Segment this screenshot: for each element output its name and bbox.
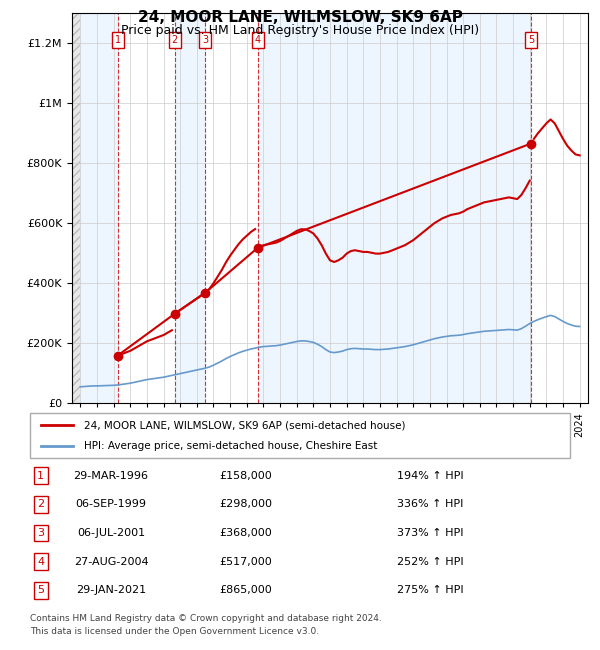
Text: 27-AUG-2004: 27-AUG-2004 bbox=[74, 556, 148, 567]
Text: 4: 4 bbox=[37, 556, 44, 567]
Text: Contains HM Land Registry data © Crown copyright and database right 2024.: Contains HM Land Registry data © Crown c… bbox=[30, 614, 382, 623]
Text: 2: 2 bbox=[172, 35, 178, 46]
Text: 5: 5 bbox=[528, 35, 534, 46]
Bar bbox=[80, 13, 118, 403]
Text: This data is licensed under the Open Government Licence v3.0.: This data is licensed under the Open Gov… bbox=[30, 627, 319, 636]
Text: £158,000: £158,000 bbox=[220, 471, 272, 481]
Bar bbox=[257, 13, 531, 403]
Text: 275% ↑ HPI: 275% ↑ HPI bbox=[397, 585, 464, 595]
Text: £517,000: £517,000 bbox=[220, 556, 272, 567]
Text: 336% ↑ HPI: 336% ↑ HPI bbox=[397, 499, 464, 510]
Text: £865,000: £865,000 bbox=[220, 585, 272, 595]
Text: £298,000: £298,000 bbox=[220, 499, 272, 510]
Text: 06-JUL-2001: 06-JUL-2001 bbox=[77, 528, 145, 538]
Text: 2: 2 bbox=[37, 499, 44, 510]
Text: 5: 5 bbox=[37, 585, 44, 595]
Text: 194% ↑ HPI: 194% ↑ HPI bbox=[397, 471, 464, 481]
Text: 3: 3 bbox=[202, 35, 208, 46]
Text: 252% ↑ HPI: 252% ↑ HPI bbox=[397, 556, 464, 567]
Text: 1: 1 bbox=[115, 35, 121, 46]
Text: 24, MOOR LANE, WILMSLOW, SK9 6AP (semi-detached house): 24, MOOR LANE, WILMSLOW, SK9 6AP (semi-d… bbox=[84, 421, 406, 430]
Text: 29-JAN-2021: 29-JAN-2021 bbox=[76, 585, 146, 595]
Text: Price paid vs. HM Land Registry's House Price Index (HPI): Price paid vs. HM Land Registry's House … bbox=[121, 24, 479, 37]
Text: 373% ↑ HPI: 373% ↑ HPI bbox=[397, 528, 464, 538]
FancyBboxPatch shape bbox=[30, 413, 570, 458]
Text: 06-SEP-1999: 06-SEP-1999 bbox=[76, 499, 146, 510]
Text: 3: 3 bbox=[37, 528, 44, 538]
Bar bbox=[72, 13, 80, 403]
Text: HPI: Average price, semi-detached house, Cheshire East: HPI: Average price, semi-detached house,… bbox=[84, 441, 377, 450]
Text: 29-MAR-1996: 29-MAR-1996 bbox=[74, 471, 149, 481]
Bar bbox=[175, 13, 205, 403]
Text: 24, MOOR LANE, WILMSLOW, SK9 6AP: 24, MOOR LANE, WILMSLOW, SK9 6AP bbox=[137, 10, 463, 25]
Text: 1: 1 bbox=[37, 471, 44, 481]
Text: £368,000: £368,000 bbox=[220, 528, 272, 538]
Text: 4: 4 bbox=[254, 35, 260, 46]
